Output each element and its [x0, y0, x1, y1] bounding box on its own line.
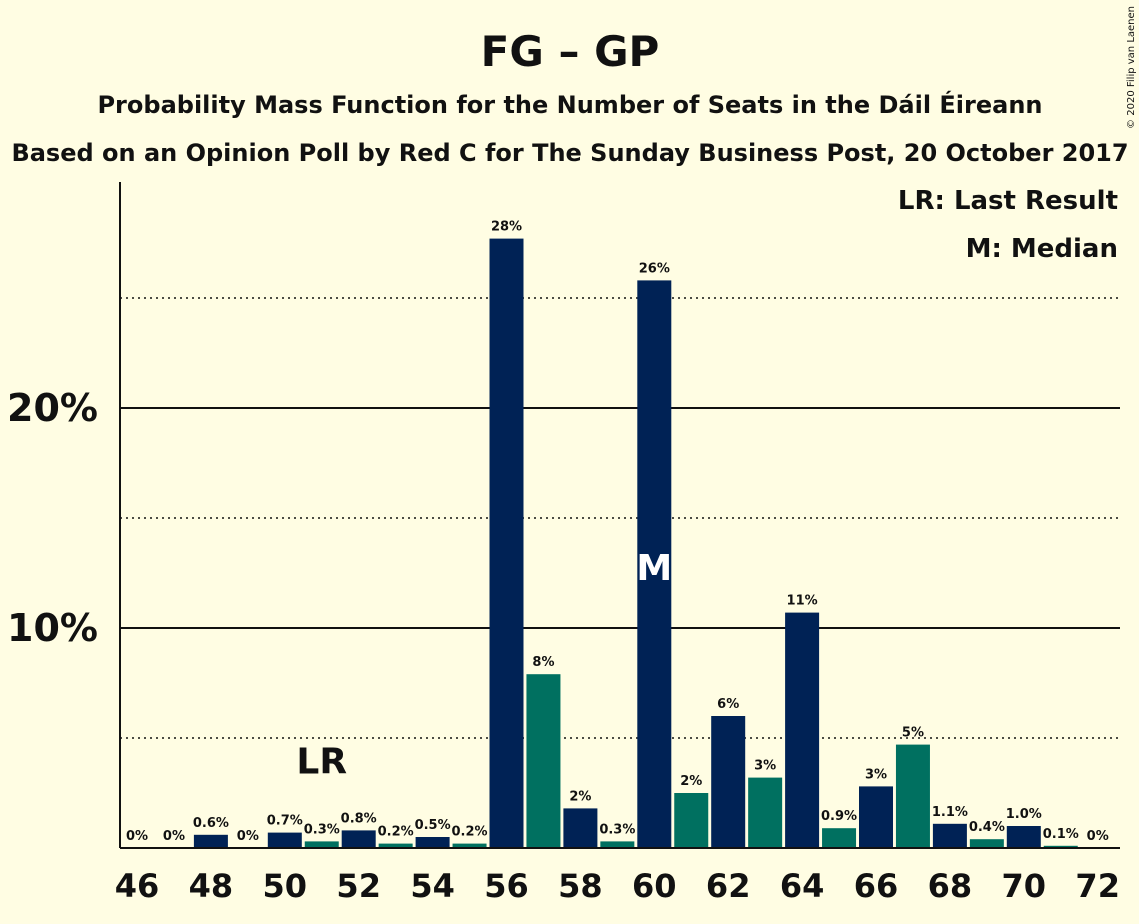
- bar-seat-61: [674, 793, 709, 848]
- bar-seat-57: [526, 674, 561, 848]
- bar-seat-51: [304, 841, 339, 848]
- x-tick-label: 62: [706, 867, 751, 905]
- x-tick-label: 58: [558, 867, 603, 905]
- bar-seat-63: [748, 777, 783, 848]
- bar-seat-67: [895, 744, 930, 848]
- bar-seat-68: [932, 823, 967, 848]
- data-label-seat-56: 28%: [491, 220, 522, 235]
- y-tick-label: 20%: [7, 386, 98, 430]
- data-label-seat-59: 0.3%: [599, 822, 635, 837]
- x-tick-label: 50: [263, 867, 308, 905]
- data-label-seat-54: 0.5%: [415, 818, 451, 833]
- bar-seat-70: [1006, 826, 1041, 848]
- bar-seat-65: [822, 828, 857, 848]
- x-tick-label: 54: [410, 867, 455, 905]
- legend-median: M: Median: [966, 234, 1118, 264]
- data-label-seat-64: 11%: [787, 594, 818, 609]
- last-result-marker: LR: [296, 741, 347, 782]
- data-label-seat-70: 1.0%: [1006, 807, 1042, 822]
- x-tick-label: 52: [336, 867, 381, 905]
- y-axis-labels: 10% 20%: [7, 386, 98, 650]
- bar-seat-48: [193, 834, 228, 848]
- bar-seat-53: [378, 843, 413, 848]
- bar-seat-58: [563, 808, 598, 848]
- bar-seat-54: [415, 837, 450, 848]
- bar-seat-71: [1043, 845, 1078, 848]
- x-tick-label: 68: [928, 867, 973, 905]
- x-tick-label: 56: [484, 867, 529, 905]
- chart-title: FG – GP: [481, 27, 660, 76]
- data-label-seat-52: 0.8%: [341, 811, 377, 826]
- gridlines: [120, 297, 1120, 739]
- data-label-seat-60: 26%: [639, 261, 670, 276]
- x-tick-label: 60: [632, 867, 677, 905]
- bar-seat-62: [711, 716, 746, 848]
- data-label-seat-47: 0%: [163, 829, 185, 844]
- data-label-seat-58: 2%: [569, 789, 591, 804]
- bars: [193, 238, 1078, 849]
- bar-seat-52: [341, 830, 376, 848]
- markers: LR M: [296, 548, 672, 782]
- data-label-seat-53: 0.2%: [378, 825, 414, 840]
- data-label-seat-49: 0%: [237, 829, 259, 844]
- bar-seat-50: [267, 832, 302, 848]
- data-label-seat-48: 0.6%: [193, 816, 229, 831]
- data-label-seat-67: 5%: [902, 726, 924, 741]
- x-tick-label: 64: [780, 867, 825, 905]
- x-tick-label: 70: [1002, 867, 1047, 905]
- bar-seat-56: [489, 238, 524, 849]
- bar-seat-60: [637, 280, 672, 848]
- chart-subtitle-source: Based on an Opinion Poll by Red C for Th…: [11, 139, 1128, 167]
- x-tick-label: 46: [115, 867, 160, 905]
- bar-seat-69: [969, 839, 1004, 848]
- bar-seat-55: [452, 843, 487, 848]
- data-label-seat-62: 6%: [717, 697, 739, 712]
- data-label-seat-55: 0.2%: [452, 825, 488, 840]
- bar-seat-64: [785, 612, 820, 848]
- data-labels: 0% 0%0.6%0%0.7%0.3%0.8%0.2% 0.5% 0.2%28%8%2…: [126, 220, 1109, 844]
- bar-seat-59: [600, 841, 635, 848]
- data-label-seat-69: 0.4%: [969, 820, 1005, 835]
- data-label-seat-72: 0%: [1087, 829, 1109, 844]
- x-tick-label: 48: [189, 867, 234, 905]
- chart-subtitle: Probability Mass Function for the Number…: [97, 90, 1042, 119]
- data-label-seat-51: 0.3%: [304, 822, 340, 837]
- data-label-seat-50: 0.7%: [267, 814, 303, 829]
- legend-last-result: LR: Last Result: [898, 186, 1118, 216]
- data-label-seat-61: 2%: [680, 774, 702, 789]
- data-label-seat-57: 8%: [532, 655, 554, 670]
- data-label-seat-68: 1.1%: [932, 805, 968, 820]
- x-tick-label: 66: [854, 867, 899, 905]
- x-tick-label: 72: [1075, 867, 1120, 905]
- median-marker: M: [636, 548, 672, 589]
- x-axis-labels: 46 48 50 52 54 56 58 60 62 64 66 68 70 72: [115, 867, 1120, 905]
- data-label-seat-66: 3%: [865, 767, 887, 782]
- data-label-seat-65: 0.9%: [821, 809, 857, 824]
- data-label-seat-71: 0.1%: [1043, 827, 1079, 842]
- copyright-note: © 2020 Filip van Laenen: [1126, 6, 1137, 129]
- y-tick-label: 10%: [7, 606, 98, 650]
- bar-seat-66: [859, 786, 893, 848]
- data-label-seat-63: 3%: [754, 759, 776, 774]
- data-label-seat-46: 0%: [126, 829, 148, 844]
